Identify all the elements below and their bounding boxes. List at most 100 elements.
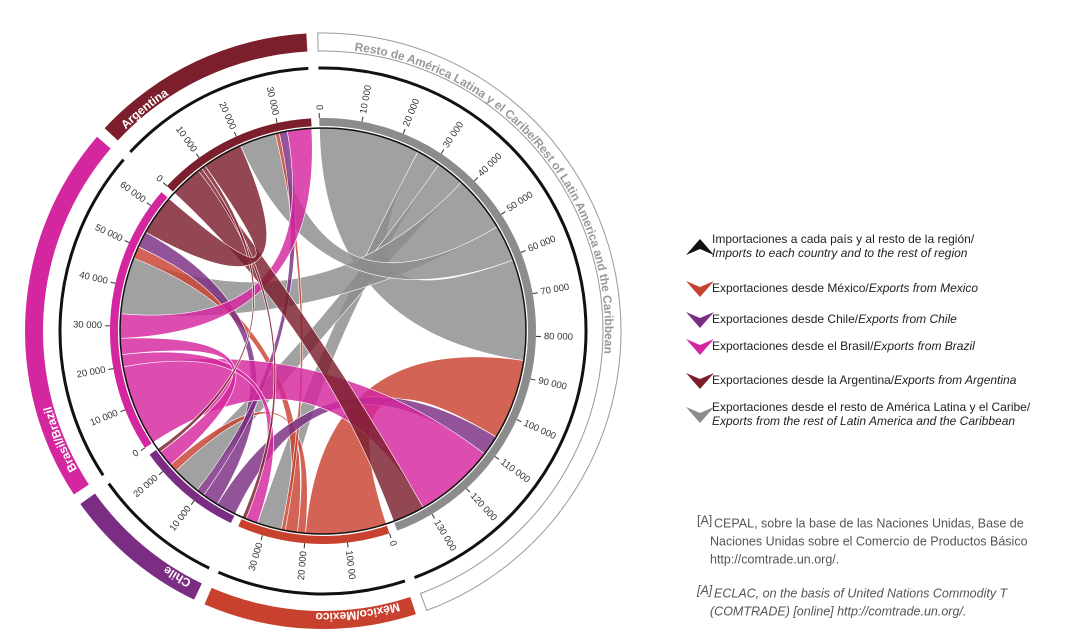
legend-text: Exportaciones desde Chile/Exports from C… xyxy=(712,312,957,326)
tick-mark xyxy=(402,128,406,134)
legend-text: Importaciones a cada país y al resto de … xyxy=(712,232,975,260)
group-arc xyxy=(149,449,235,524)
import-arc xyxy=(217,570,406,596)
note-line: CEPAL, sobre la base de las Naciones Uni… xyxy=(714,516,1024,530)
tick-mark xyxy=(532,292,538,295)
legend-icon xyxy=(686,312,714,328)
legend-en: Exports from Argentina xyxy=(894,373,1017,387)
tick-label: 40 000 xyxy=(476,151,504,179)
tick-mark xyxy=(120,409,126,413)
tick-mark xyxy=(500,211,506,215)
legend-text: Exportaciones desde el Brasil/Exports fr… xyxy=(712,339,975,353)
tick-label: 110 000 xyxy=(498,457,532,486)
tick-label: 0 xyxy=(131,448,141,460)
tick-mark xyxy=(431,513,435,519)
tick-mark xyxy=(195,153,200,159)
tick-mark xyxy=(388,533,392,539)
legend-text: Exportaciones desde México/Exports from … xyxy=(712,281,978,295)
tick-label: 30 000 xyxy=(441,120,466,150)
tick-label: 70 000 xyxy=(540,282,571,298)
inner-circle xyxy=(119,127,527,535)
note-line: Naciones Unidas sobre el Comercio de Pro… xyxy=(710,534,1028,548)
tick-mark xyxy=(140,447,146,452)
legend-icon xyxy=(686,239,714,255)
tick-label: 50 000 xyxy=(93,222,124,244)
tick-mark xyxy=(347,542,349,548)
legend-es: Exportaciones desde México/ xyxy=(712,281,869,295)
import-arc xyxy=(58,158,125,477)
tick-label: 120 000 xyxy=(468,491,499,524)
tick-mark xyxy=(440,149,445,155)
group-arc xyxy=(109,192,168,448)
tick-label: 30 000 xyxy=(73,319,102,331)
tick-mark xyxy=(275,118,278,124)
export-band xyxy=(80,493,202,600)
tick-label: 60 000 xyxy=(526,234,557,255)
tick-mark xyxy=(158,471,164,476)
tick-label: 10 000 xyxy=(89,408,120,429)
legend-en: Exports from the rest of Latin America a… xyxy=(712,414,1015,428)
tick-label: 130 000 xyxy=(431,518,458,553)
tick-label: 0 xyxy=(153,173,164,185)
tick-label: 40 000 xyxy=(78,270,109,287)
tick-label: 100 00 xyxy=(343,550,357,580)
note-line: ECLAC, on the basis of United Nations Co… xyxy=(714,586,1009,600)
tick-mark xyxy=(530,378,536,381)
tick-mark xyxy=(110,281,116,284)
legend-icon xyxy=(686,281,714,297)
tick-mark xyxy=(361,116,364,122)
tick-mark xyxy=(516,419,522,423)
tick-label: 60 000 xyxy=(118,179,148,205)
note-mark: [A] xyxy=(696,583,713,597)
note-line: http://comtrade.un.org/. xyxy=(710,552,839,566)
tick-label: 20 000 xyxy=(76,365,107,381)
tick-label: 0 xyxy=(387,539,399,547)
legend-icon xyxy=(686,373,714,389)
tick-label: 20 000 xyxy=(131,473,160,500)
group-arc xyxy=(166,118,312,192)
tick-label: 20 000 xyxy=(216,100,238,131)
tick-label: 20 000 xyxy=(401,97,422,128)
tick-mark xyxy=(260,535,263,541)
legend-es: Importaciones a cada país y al resto de … xyxy=(712,232,975,246)
group-arc xyxy=(238,519,390,544)
tick-mark xyxy=(473,177,479,182)
tick-mark xyxy=(520,250,526,253)
legend-icon xyxy=(686,407,714,423)
tick-mark xyxy=(466,488,471,493)
note-mark: [A] xyxy=(697,513,712,527)
tick-label: 80 000 xyxy=(544,331,573,343)
tick-mark xyxy=(146,202,152,207)
tick-mark xyxy=(494,456,500,460)
export-band xyxy=(25,136,111,495)
tick-mark xyxy=(162,182,168,187)
import-arc xyxy=(318,66,588,579)
export-band xyxy=(204,587,416,629)
export-band xyxy=(317,32,622,612)
tick-label: 20 000 xyxy=(296,551,309,581)
legend-text: Exportaciones desde la Argentina/Exports… xyxy=(712,373,1017,387)
tick-mark xyxy=(124,240,130,244)
tick-label: 100 000 xyxy=(522,418,558,442)
tick-label: 10 000 xyxy=(167,504,193,534)
note-line: (COMTRADE) [online] http://comtrade.un.o… xyxy=(710,604,966,618)
tick-mark xyxy=(190,500,195,505)
export-band xyxy=(104,33,308,141)
legend-en: Exports from Chile xyxy=(858,312,957,326)
legend-icon xyxy=(686,339,714,355)
ribbons xyxy=(119,127,527,535)
legend-es: Exportaciones desde el Brasil/ xyxy=(712,339,874,353)
import-arc xyxy=(107,482,210,570)
legend-es: Exportaciones desde Chile/ xyxy=(712,312,859,326)
tick-label: 30 000 xyxy=(247,541,266,572)
legend-en: Imports to each country and to the rest … xyxy=(712,246,968,260)
tick-label: 10 000 xyxy=(173,124,199,154)
legend-en: Exports from Brazil xyxy=(873,339,975,353)
legend-text: Exportaciones desde el resto de América … xyxy=(712,400,1031,428)
tick-mark xyxy=(233,131,237,137)
tick-mark xyxy=(108,368,114,370)
legend-es: Exportaciones desde la Argentina/ xyxy=(712,373,895,387)
legend-en: Exports from Mexico xyxy=(869,281,979,295)
legend-es: Exportaciones desde el resto de América … xyxy=(712,400,1031,414)
